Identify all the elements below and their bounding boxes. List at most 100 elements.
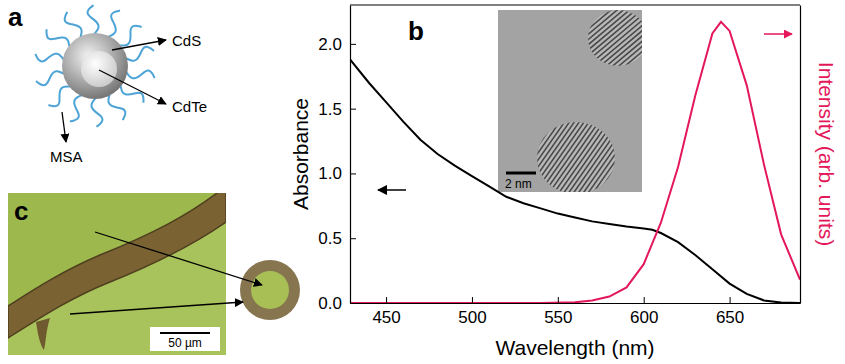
lattice-fringe: [569, 128, 638, 192]
panel-b: 2 nm4505005506006500.00.51.01.52.0Wavele…: [289, 0, 838, 359]
scale-bar: [160, 332, 210, 334]
inset-scale-bar: [506, 172, 536, 175]
micrograph-drip: [36, 318, 50, 350]
ligand: [35, 54, 63, 62]
pointer: [62, 112, 66, 142]
y2-axis: [800, 6, 801, 304]
x-tick-label: 650: [716, 308, 744, 327]
y-axis-title: Absorbance: [289, 98, 312, 210]
spectrum-line: [350, 59, 800, 303]
ligand: [126, 71, 154, 79]
ligand: [120, 85, 143, 102]
x-tick-label: 600: [630, 308, 658, 327]
axis-pointer: [764, 33, 792, 35]
panel-letter: b: [408, 16, 424, 46]
fiber-sketch-outer: [240, 260, 300, 320]
x-tick: 550: [544, 297, 572, 327]
panel-letter: a: [8, 2, 23, 32]
inset: 2 nm: [498, 0, 696, 236]
x-tick: 600: [630, 297, 658, 327]
scale-bar-ground: [150, 327, 220, 351]
lattice-fringe: [604, 38, 642, 115]
core: [81, 51, 117, 87]
inset-scale-label: 2 nm: [505, 177, 532, 191]
lattice-fringe: [527, 99, 596, 192]
x-axis-line: [351, 303, 801, 304]
ligand: [108, 11, 120, 37]
pointer: [99, 70, 166, 104]
lattice-fringe: [576, 133, 642, 192]
y2-axis-title: Intensity (arb. units): [815, 62, 838, 246]
ligand: [126, 47, 154, 61]
ligand: [65, 12, 82, 38]
lattice-fringe: [573, 131, 642, 192]
component-label: MSA: [50, 148, 83, 165]
y-tick-label: 0.5: [318, 229, 342, 248]
ligand: [108, 94, 125, 120]
spectrum-line: [350, 22, 800, 303]
lattice-fringe: [542, 10, 634, 41]
x-tick-mark: [472, 297, 473, 303]
ligand: [48, 87, 70, 107]
lattice-fringe: [602, 35, 642, 112]
x-tick-label: 450: [372, 308, 400, 327]
lattice-fringe: [550, 115, 619, 192]
y-tick-label: 0.0: [318, 294, 342, 313]
pointer: [95, 232, 262, 285]
panel-c: 50 µm c: [8, 186, 300, 355]
y-axis-line: [350, 6, 351, 304]
lattice-fringe: [547, 112, 616, 192]
lattice-fringe: [555, 10, 642, 57]
panel-a: CdSCdTeMSAa: [8, 2, 207, 165]
y-axis: 0.0 0.5 1.0 1.5 2.0: [318, 6, 356, 313]
shell: [62, 33, 128, 99]
x-tick-mark: [644, 297, 645, 303]
lattice-fringe: [591, 22, 642, 99]
y-tick-label: 2.0: [318, 35, 342, 54]
lattice-fringe: [599, 32, 642, 109]
y-tick-mark: [350, 109, 356, 110]
lattice-fringe: [524, 96, 593, 192]
y-tick-mark: [350, 303, 356, 304]
axis-pointer: [378, 189, 406, 191]
y-tick-mark: [350, 173, 356, 174]
x-axis-title: Wavelength (nm): [495, 336, 654, 359]
lattice-fringe: [560, 121, 629, 192]
micrograph-band: [8, 193, 226, 338]
ligand: [70, 95, 82, 121]
ligand: [120, 26, 142, 46]
ligand: [36, 71, 64, 85]
lattice-fringe: [583, 138, 642, 192]
lattice-fringe: [571, 10, 642, 75]
lattice-fringe: [584, 13, 642, 90]
lattice-fringe: [594, 25, 642, 102]
x-tick-mark: [386, 297, 387, 303]
x-tick-mark: [558, 297, 559, 303]
y-tick: 2.0: [318, 35, 356, 54]
lattice-fringe: [576, 10, 642, 81]
y-tick-label: 1.5: [318, 100, 342, 119]
lattice-fringe: [586, 16, 642, 93]
pointer: [70, 302, 243, 314]
y-tick: 0.5: [318, 229, 356, 248]
y-tick: 0.0: [318, 294, 356, 313]
y-tick-label: 1.0: [318, 164, 342, 183]
scale-bar-label: 50 µm: [168, 336, 202, 350]
y-tick: 1.5: [318, 100, 356, 119]
fiber-sketch-inner: [251, 271, 289, 309]
lattice-fringe: [563, 124, 632, 192]
lattice-fringe: [533, 103, 602, 192]
ligand: [88, 5, 99, 34]
x-axis: 450500550600650: [351, 297, 801, 327]
lattice-fringe: [578, 10, 642, 84]
y-tick-mark: [350, 238, 356, 239]
lattice-fringe: [596, 29, 642, 106]
x-tick: 650: [716, 297, 744, 327]
component-label: CdTe: [172, 98, 207, 115]
plot-marks: [350, 22, 800, 303]
frame-top: [350, 4, 800, 5]
ligand: [47, 29, 70, 46]
panel-letter: c: [14, 196, 28, 226]
pointer: [112, 40, 166, 50]
x-tick: 450: [372, 297, 400, 327]
